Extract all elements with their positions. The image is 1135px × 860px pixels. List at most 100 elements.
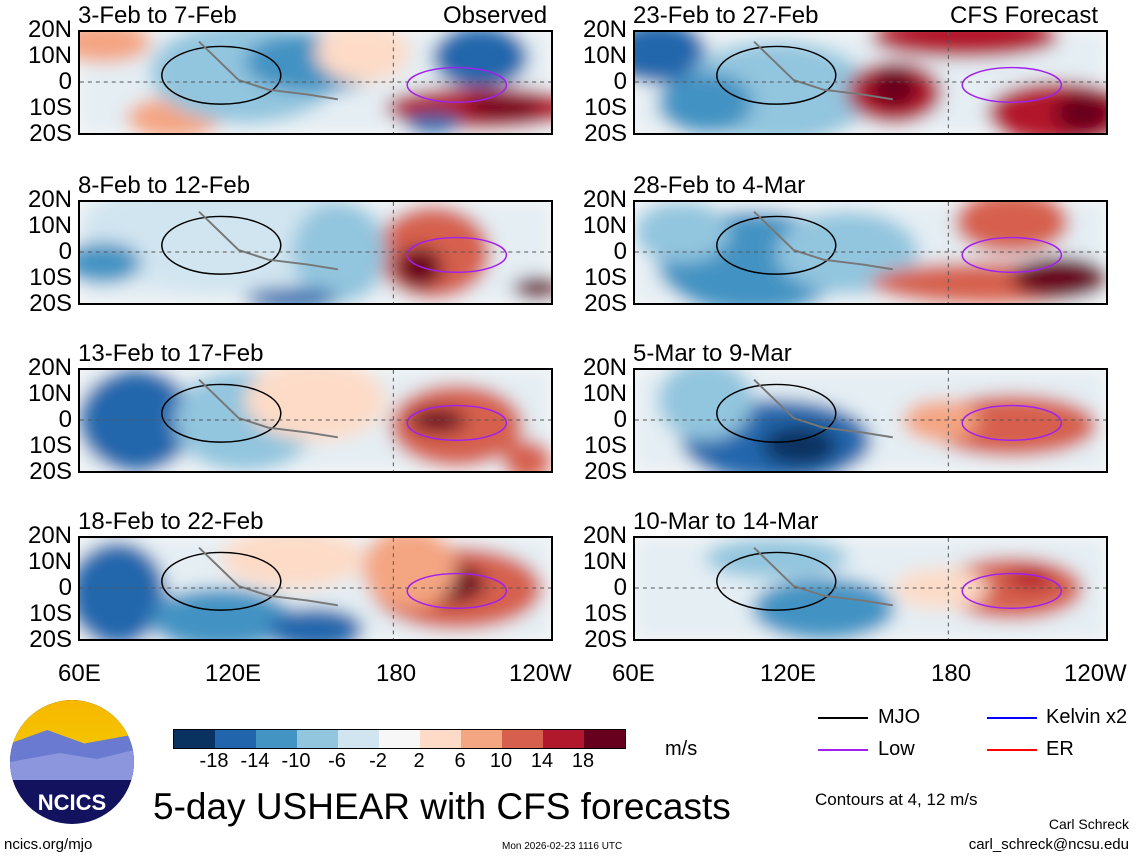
- panel-title: 13-Feb to 17-Feb: [78, 340, 264, 367]
- lat-label: 20S: [584, 458, 627, 485]
- lat-label: 0: [58, 238, 72, 265]
- colorbar-swatch: [461, 730, 502, 748]
- colorbar-swatch: [297, 730, 338, 748]
- colorbar-tick: 10: [489, 750, 513, 772]
- lat-label: 20N: [582, 186, 627, 213]
- shading-blob: [150, 588, 292, 639]
- lat-label: 0: [613, 406, 627, 433]
- colorbar-units: m/s: [665, 738, 698, 760]
- lat-label: 0: [58, 574, 72, 601]
- shading-blob: [404, 112, 462, 133]
- lat-label: 20N: [27, 354, 72, 381]
- map-panel: [78, 30, 553, 135]
- ncics-logo: NCICS: [10, 700, 134, 824]
- colorbar-tick: -18: [199, 750, 229, 772]
- panel-title: 8-Feb to 12-Feb: [78, 172, 251, 199]
- colorbar: [173, 729, 626, 749]
- lat-label: 20N: [27, 522, 72, 549]
- colorbar-tick: 6: [454, 750, 466, 772]
- lat-label: 20S: [584, 120, 627, 147]
- lat-label: 20N: [582, 16, 627, 43]
- author: Carl Schreck: [1048, 816, 1129, 832]
- lat-label: 10N: [582, 380, 627, 407]
- timestamp: Mon 2026-02-23 1116 UTC: [502, 841, 623, 852]
- lat-label: 10S: [29, 432, 72, 459]
- lat-label: 20S: [584, 290, 627, 317]
- shading-blob: [1011, 257, 1106, 298]
- shading-blob: [268, 608, 363, 639]
- colorbar-swatch: [215, 730, 256, 748]
- lon-label: 180: [376, 660, 417, 687]
- lat-label: 20N: [582, 522, 627, 549]
- lat-label: 10N: [27, 380, 72, 407]
- shading-blob: [705, 538, 847, 579]
- shading-blob: [870, 32, 1059, 58]
- shading-blob: [291, 202, 387, 303]
- website-link[interactable]: ncics.org/mjo: [4, 836, 93, 853]
- email: carl_schreck@ncsu.edu: [968, 836, 1129, 853]
- shading-blob: [80, 242, 142, 283]
- figure-title: 5-day USHEAR with CFS forecasts: [153, 786, 731, 827]
- shading-blob: [903, 400, 979, 441]
- shading-blob: [80, 32, 151, 63]
- lat-label: 10S: [584, 600, 627, 627]
- colorbar-swatch: [174, 730, 215, 748]
- map-panel: [78, 200, 553, 305]
- contours-note: Contours at 4, 12 m/s: [815, 790, 978, 809]
- shading-blob: [466, 97, 542, 118]
- shading-blob: [752, 578, 895, 639]
- lat-label: 0: [58, 406, 72, 433]
- legend-line-er: [987, 749, 1037, 751]
- panel-title: 5-Mar to 9-Mar: [633, 340, 792, 367]
- colorbar-tick: 2: [413, 750, 425, 772]
- lat-label: 20S: [29, 120, 72, 147]
- legend-label: Low: [878, 738, 915, 760]
- panel-title: 23-Feb to 27-Feb: [633, 2, 819, 29]
- shading-blob: [635, 32, 706, 83]
- lat-label: 10S: [584, 264, 627, 291]
- shading-blob: [658, 370, 753, 441]
- lon-label: 120W: [509, 660, 572, 687]
- colorbar-swatch: [584, 730, 625, 748]
- colorbar-swatch: [543, 730, 584, 748]
- shading-blob: [513, 277, 551, 298]
- shading-blob: [362, 538, 457, 609]
- lat-label: 10S: [584, 94, 627, 121]
- colorbar-tick: -6: [328, 750, 346, 772]
- panel-title: 28-Feb to 4-Mar: [633, 172, 806, 199]
- lat-label: 0: [58, 68, 72, 95]
- lat-label: 10N: [27, 548, 72, 575]
- lat-label: 10S: [29, 94, 72, 121]
- map-panel: [633, 368, 1108, 473]
- map-panel: [633, 30, 1108, 135]
- shading-blob: [762, 425, 838, 466]
- lat-label: 0: [613, 238, 627, 265]
- shading-blob: [244, 287, 340, 303]
- lon-label: 120E: [760, 660, 817, 687]
- map-panel: [78, 368, 553, 473]
- lat-label: 20S: [29, 458, 72, 485]
- lat-label: 10S: [29, 600, 72, 627]
- shading-blob: [315, 32, 410, 83]
- shading-blob: [244, 370, 387, 441]
- forecast-label: CFS Forecast: [950, 2, 1099, 29]
- colorbar-swatch: [338, 730, 379, 748]
- panel-title: 3-Feb to 7-Feb: [78, 2, 237, 29]
- lat-label: 10N: [582, 212, 627, 239]
- shading-blob: [395, 247, 443, 288]
- lat-label: 10N: [582, 548, 627, 575]
- colorbar-swatch: [502, 730, 543, 748]
- shading-blob: [80, 543, 165, 639]
- shading-blob: [955, 202, 1069, 253]
- lon-label: 120W: [1064, 660, 1127, 687]
- shading-blob: [894, 568, 989, 609]
- lat-label: 10N: [27, 42, 72, 69]
- panel-title: 18-Feb to 22-Feb: [78, 508, 264, 535]
- shading-blob: [776, 212, 918, 293]
- colorbar-swatch: [256, 730, 297, 748]
- legend-label: ER: [1046, 738, 1074, 760]
- shading-blob: [870, 67, 918, 108]
- shading-blob: [221, 538, 363, 589]
- lat-label: 20N: [27, 186, 72, 213]
